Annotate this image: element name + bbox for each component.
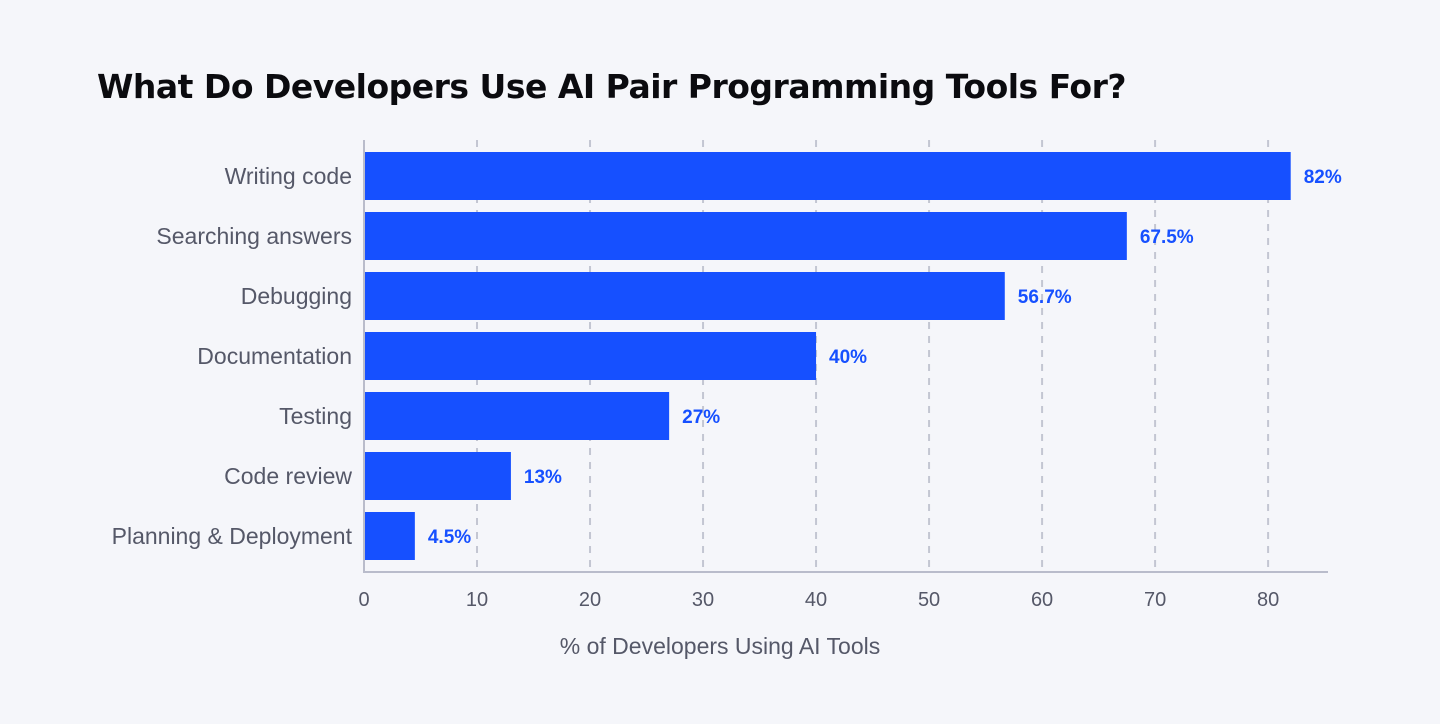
data-label: 56.7% [1018, 287, 1072, 308]
bar [364, 272, 1005, 320]
bar [364, 152, 1291, 200]
y-tick-label: Code review [224, 463, 352, 489]
x-tick-label: 80 [1257, 589, 1279, 611]
data-label: 13% [524, 467, 562, 488]
x-tick-label: 60 [1031, 589, 1053, 611]
bars: 82% 67.5% 56.7% 40% 27% 13% 4.5% [364, 152, 1342, 560]
y-tick-label: Documentation [197, 343, 352, 369]
x-tick-label: 20 [579, 589, 601, 611]
x-tick-label: 70 [1144, 589, 1166, 611]
bar [364, 512, 415, 560]
bar [364, 392, 670, 440]
x-tick-label: 10 [466, 589, 488, 611]
bar [364, 212, 1127, 260]
x-tick-label: 50 [918, 589, 940, 611]
x-tick-label: 30 [692, 589, 714, 611]
y-tick-label: Testing [279, 403, 352, 429]
bar [364, 332, 817, 380]
y-tick-label: Planning & Deployment [112, 523, 353, 549]
data-label: 40% [829, 347, 867, 368]
chart-title: What Do Developers Use AI Pair Programmi… [97, 67, 1126, 106]
y-tick-label: Writing code [225, 163, 352, 189]
y-tick-label: Searching answers [156, 223, 352, 249]
data-label: 82% [1304, 167, 1342, 188]
x-tick-label: 0 [358, 589, 369, 611]
axes: 0 10 20 30 40 50 60 70 80 Writing code Searching a… [112, 140, 1328, 611]
bar [364, 452, 511, 500]
y-tick-label: Debugging [241, 283, 352, 309]
data-label: 4.5% [428, 527, 471, 548]
x-axis-label: % of Developers Using AI Tools [560, 633, 880, 659]
data-label: 67.5% [1140, 227, 1194, 248]
data-label: 27% [682, 407, 720, 428]
x-tick-label: 40 [805, 589, 827, 611]
